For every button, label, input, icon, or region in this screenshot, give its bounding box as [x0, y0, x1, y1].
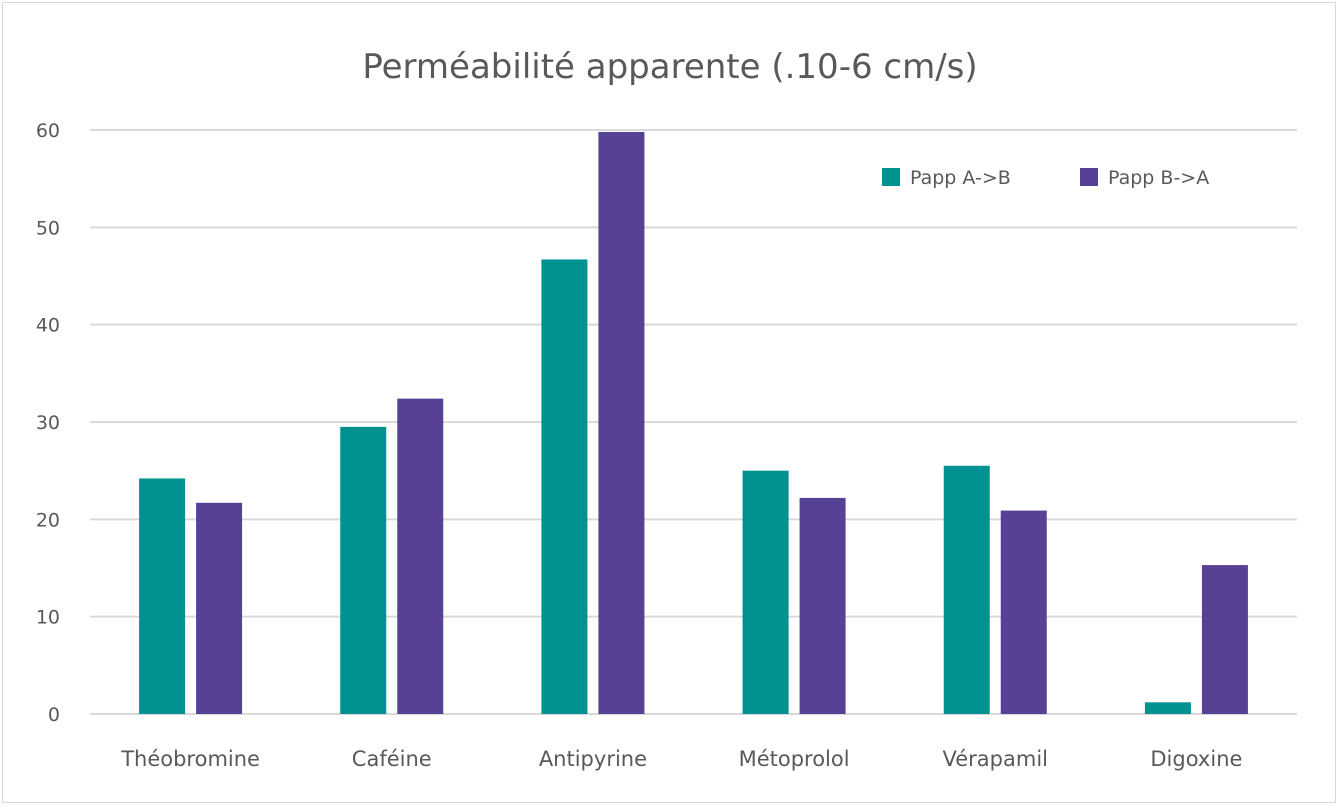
y-tick-label: 20: [36, 509, 60, 531]
y-tick-label: 0: [48, 704, 60, 726]
y-tick-label: 60: [36, 120, 60, 142]
x-tick-label: Métoprolol: [739, 747, 850, 771]
y-tick-label: 10: [36, 607, 60, 629]
bar-papp-a-b: [541, 259, 588, 714]
gridlines: [90, 129, 1297, 715]
bars: [139, 131, 1248, 715]
bar-papp-b-a: [196, 502, 243, 714]
bar-papp-b-a: [1000, 510, 1047, 714]
bar-papp-b-a: [598, 131, 645, 715]
y-tick-label: 30: [36, 412, 60, 434]
x-axis-labels: Théobromine Caféine Antipyrine Métoprolol Vé…: [120, 747, 1242, 771]
bar-papp-b-a: [1201, 565, 1248, 714]
y-tick-label: 50: [36, 217, 60, 239]
legend: Papp A->B Papp B->A: [882, 167, 1209, 189]
legend-swatch: [1080, 168, 1098, 186]
bar-papp-a-b: [340, 426, 387, 714]
legend-label: Papp B->A: [1108, 167, 1209, 189]
bar-papp-a-b: [943, 465, 990, 714]
x-tick-label: Antipyrine: [539, 747, 647, 771]
bar-papp-b-a: [397, 398, 444, 714]
x-tick-label: Vérapamil: [943, 747, 1048, 771]
y-tick-label: 40: [36, 315, 60, 337]
y-axis-ticks: 0 10 20 30 40 50 60: [36, 120, 60, 726]
bar-papp-a-b: [742, 470, 789, 714]
chart-title: Perméabilité apparente (.10-6 cm/s): [362, 47, 977, 87]
bar-papp-b-a: [799, 497, 846, 714]
legend-swatch: [882, 168, 900, 186]
x-tick-label: Digoxine: [1150, 747, 1242, 771]
bar-papp-a-b: [1144, 702, 1191, 714]
legend-label: Papp A->B: [910, 167, 1011, 189]
x-tick-label: Caféine: [352, 747, 432, 771]
x-tick-label: Théobromine: [120, 747, 260, 771]
bar-papp-a-b: [139, 478, 186, 714]
